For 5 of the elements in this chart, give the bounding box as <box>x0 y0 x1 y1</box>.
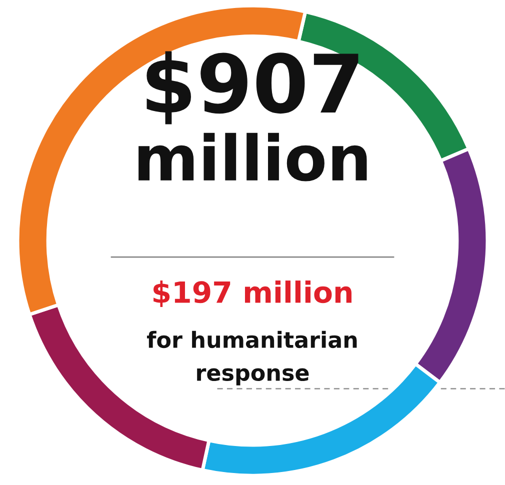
text: $907 <box>146 51 358 124</box>
text: million <box>138 132 367 182</box>
text: $197 million <box>154 280 352 307</box>
text: response <box>197 368 309 386</box>
text: for humanitarian <box>146 330 357 348</box>
